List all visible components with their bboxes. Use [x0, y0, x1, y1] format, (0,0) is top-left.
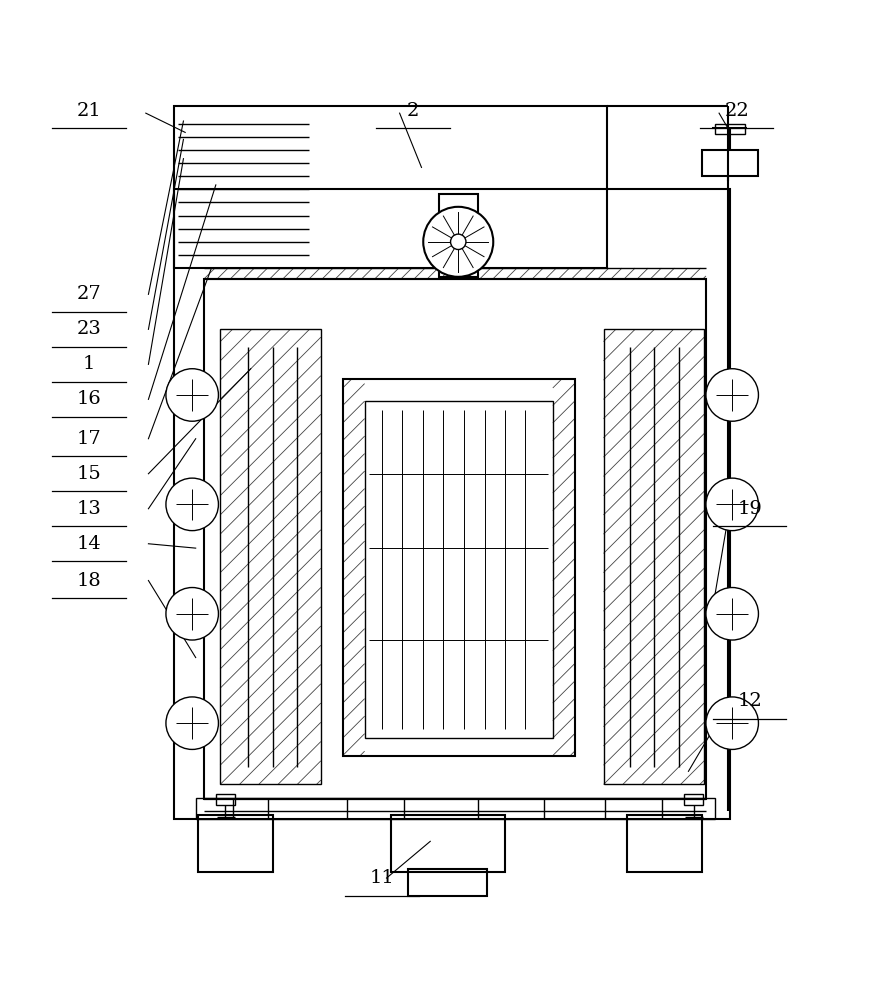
Circle shape: [450, 234, 466, 250]
Bar: [216, 794, 235, 805]
Bar: [204, 279, 705, 799]
Text: 17: 17: [76, 430, 101, 448]
Bar: [714, 124, 745, 134]
Circle shape: [166, 697, 218, 749]
Text: 1: 1: [82, 355, 95, 373]
Bar: [438, 194, 477, 277]
Text: 18: 18: [76, 572, 101, 590]
Text: 27: 27: [76, 285, 101, 303]
Circle shape: [166, 478, 218, 531]
Bar: [408, 869, 487, 896]
Text: 21: 21: [76, 102, 101, 120]
Text: 13: 13: [76, 500, 101, 518]
Bar: [198, 815, 273, 872]
Circle shape: [705, 478, 758, 531]
Bar: [220, 329, 320, 784]
Circle shape: [423, 207, 493, 277]
Text: 14: 14: [76, 535, 101, 553]
Text: 16: 16: [76, 390, 101, 408]
Text: 23: 23: [76, 320, 101, 338]
Bar: [174, 106, 606, 268]
Circle shape: [166, 369, 218, 421]
Bar: [701, 150, 758, 176]
Bar: [196, 798, 714, 819]
Bar: [390, 815, 504, 872]
Bar: [626, 815, 701, 872]
Bar: [364, 401, 553, 738]
Circle shape: [705, 588, 758, 640]
Text: 19: 19: [737, 500, 761, 518]
Bar: [174, 189, 729, 819]
Circle shape: [705, 697, 758, 749]
Text: 22: 22: [724, 102, 748, 120]
Bar: [342, 379, 574, 756]
Text: 2: 2: [406, 102, 418, 120]
Circle shape: [166, 588, 218, 640]
Bar: [602, 329, 703, 784]
Text: 12: 12: [737, 692, 761, 710]
Bar: [683, 794, 702, 805]
Circle shape: [705, 369, 758, 421]
Text: 11: 11: [369, 869, 394, 887]
Text: 15: 15: [76, 465, 101, 483]
